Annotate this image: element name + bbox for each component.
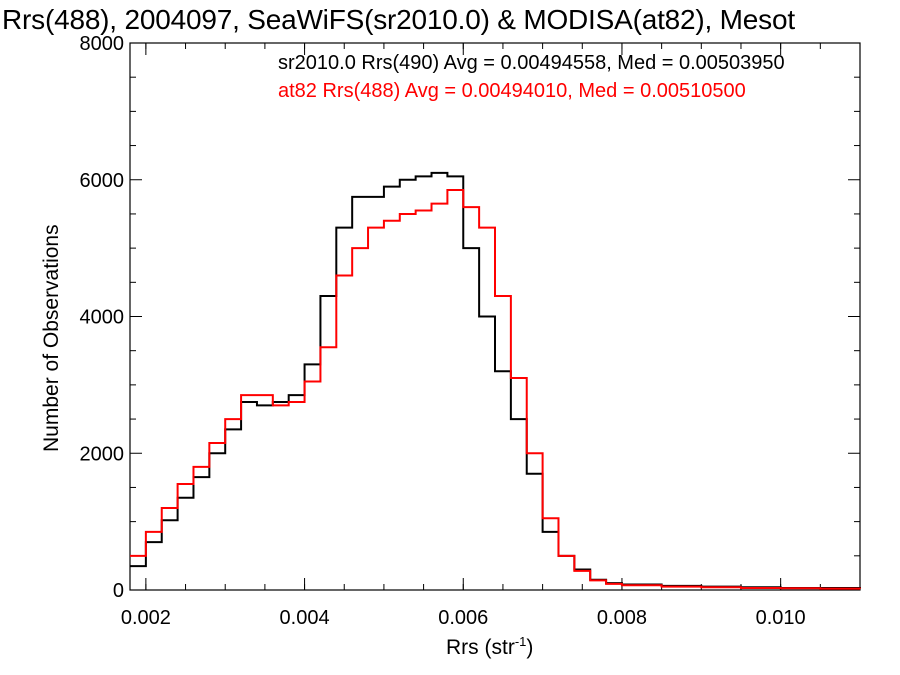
y-tick-label: 6000 — [80, 170, 125, 192]
y-tick-label: 0 — [113, 580, 124, 602]
y-tick-label: 2000 — [80, 443, 125, 465]
annotation-series-2: at82 Rrs(488) Avg = 0.00494010, Med = 0.… — [278, 80, 746, 102]
y-tick-label: 8000 — [80, 33, 125, 55]
annotation-series-1: sr2010.0 Rrs(490) Avg = 0.00494558, Med … — [278, 52, 785, 74]
x-axis-label: Rrs (str-1) — [446, 634, 533, 660]
x-tick-label: 0.002 — [121, 607, 171, 629]
x-tick-label: 0.006 — [438, 607, 488, 629]
x-tick-label: 0.004 — [280, 607, 330, 629]
x-tick-label: 0.008 — [597, 607, 647, 629]
x-axis-label-superscript: -1 — [514, 634, 527, 649]
series-2-line — [130, 189, 861, 590]
x-axis-label-main: Rrs (str — [446, 636, 515, 659]
x-tick-label: 0.010 — [756, 607, 806, 629]
x-axis-label-end: ) — [526, 636, 534, 659]
chart-title: Rrs(488), 2004097, SeaWiFS(sr2010.0) & M… — [2, 4, 795, 35]
y-tick-label: 4000 — [80, 307, 125, 329]
